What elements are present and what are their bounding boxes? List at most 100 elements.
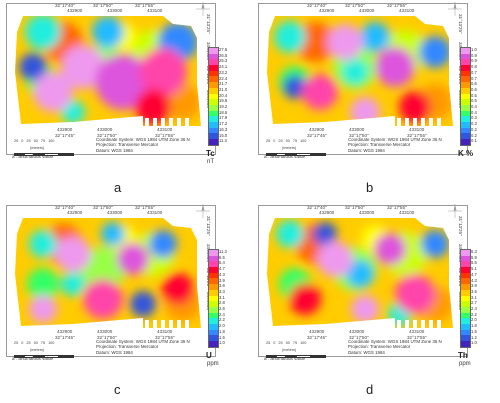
high-anomaly-zone bbox=[33, 72, 73, 112]
color-scale-label: 2.2 bbox=[219, 317, 225, 323]
scale-labels: 25 0 25 50 75 100 bbox=[14, 341, 74, 345]
color-scale-label: 0.7 bbox=[471, 75, 477, 81]
color-scale-bar bbox=[208, 249, 219, 348]
easting-tick: 433000 bbox=[359, 210, 375, 215]
latitude-tick: 31°13'20" bbox=[258, 68, 260, 88]
scale-label: 75 bbox=[292, 139, 298, 143]
high-anomaly-zone bbox=[317, 241, 353, 277]
easting-tick: 432900 bbox=[67, 8, 83, 13]
longitude-tick: 32°17'40" bbox=[307, 205, 327, 210]
panel-label: b bbox=[366, 180, 374, 195]
coordinate-info: Coordinate System: WGS 1984 UTM Zone 36 … bbox=[96, 137, 190, 153]
longitude-tick: 32°17'50" bbox=[93, 205, 113, 210]
anomalous-notch bbox=[397, 320, 401, 328]
color-scale-label: 2.4 bbox=[219, 311, 225, 317]
longitude-tick: 32°17'40" bbox=[307, 3, 327, 8]
scale-label: 100 bbox=[300, 139, 307, 143]
color-scale-swatch bbox=[461, 53, 470, 60]
anomalous-notch bbox=[397, 118, 401, 126]
scale-label: 25 bbox=[266, 139, 271, 143]
high-anomaly-zone bbox=[95, 54, 151, 110]
color-scale-swatch bbox=[461, 295, 470, 302]
scale-label: 0 bbox=[273, 341, 276, 345]
anomalous-notch bbox=[405, 320, 409, 328]
color-scale-swatch bbox=[209, 335, 218, 341]
high-anomaly-zone bbox=[139, 48, 187, 96]
low-anomaly-zone bbox=[19, 53, 47, 81]
low-anomaly-zone bbox=[360, 22, 390, 52]
color-scale-label: 25.3 bbox=[219, 58, 228, 64]
scale-label: 75 bbox=[40, 341, 46, 345]
color-scale-label: 24.1 bbox=[219, 64, 228, 70]
color-scale-swatch bbox=[209, 65, 218, 71]
high-anomaly-zone bbox=[55, 236, 91, 272]
low-anomaly-zone bbox=[421, 230, 449, 258]
color-scale-swatch bbox=[461, 76, 470, 83]
map-frame: 32°17'40" 32°17'50" 32°17'55" 432900 433000 4… bbox=[258, 3, 468, 155]
scale-segment bbox=[59, 355, 74, 358]
easting-tick: 433100 bbox=[157, 329, 173, 334]
unit-label: U bbox=[206, 351, 212, 360]
color-scale-swatch bbox=[461, 318, 470, 324]
longitude-tick: 32°17'55" bbox=[407, 133, 427, 138]
north-arrow-icon bbox=[448, 204, 462, 218]
latitude-tick: 3454400 bbox=[6, 96, 8, 114]
scale-segment bbox=[44, 355, 59, 358]
anomalous-notch bbox=[429, 320, 433, 328]
panel-label: a bbox=[114, 180, 122, 195]
color-scale-label: 17.2 bbox=[219, 121, 228, 127]
color-scale-swatch bbox=[461, 312, 470, 319]
color-scale-label: 0.3 bbox=[471, 121, 477, 127]
scale-bar-segments bbox=[266, 345, 326, 358]
longitude-tick: 32°17'50" bbox=[97, 133, 117, 138]
color-scale-swatch bbox=[461, 278, 470, 285]
color-scale-swatch bbox=[461, 110, 470, 117]
scale-segment bbox=[44, 153, 59, 156]
projection: Projection: Transverse Mercator bbox=[348, 344, 411, 350]
high-anomaly-zone bbox=[350, 97, 380, 126]
scale-bar: 25 0 25 50 75 100 (meters) bbox=[14, 139, 74, 156]
scale-label: 25 bbox=[14, 139, 19, 143]
color-scale-label: 0.6 bbox=[471, 86, 477, 92]
coord-system: Coordinate System: WGS 1984 UTM Zone 36 … bbox=[96, 339, 190, 344]
easting-tick: 433000 bbox=[97, 329, 113, 334]
color-scale-swatch bbox=[209, 329, 218, 336]
high-anomaly-zone bbox=[395, 274, 435, 314]
color-scale-swatch bbox=[209, 53, 218, 60]
scale-unit: (meters) bbox=[30, 348, 45, 352]
latitude-tick: 31°13'25" bbox=[206, 14, 211, 34]
scale-segment bbox=[276, 153, 286, 156]
color-scale-swatch bbox=[461, 93, 470, 100]
color-scale-label: 2.0 bbox=[471, 317, 477, 323]
anomaly-map bbox=[15, 16, 201, 126]
anomaly-map bbox=[15, 218, 201, 328]
scale-label: 25 bbox=[26, 341, 31, 345]
projection: Projection: Transverse Mercator bbox=[96, 344, 159, 350]
color-scale-swatch bbox=[209, 272, 218, 279]
coord-system: Coordinate System: WGS 1984 UTM Zone 36 … bbox=[348, 137, 442, 142]
color-scale-swatch bbox=[209, 267, 218, 273]
color-scale-swatch bbox=[209, 323, 218, 330]
coordinate-info: Coordinate System: WGS 1984 UTM Zone 36 … bbox=[348, 137, 442, 153]
low-anomaly-zone bbox=[346, 260, 374, 288]
unit-label: K % bbox=[458, 149, 474, 158]
latitude-tick: 31°13'20" bbox=[258, 18, 260, 38]
color-scale-label: 18.6 bbox=[219, 109, 228, 115]
color-scale-label: 2.7 bbox=[471, 300, 477, 306]
color-scale-swatch bbox=[209, 306, 218, 313]
color-scale-bar bbox=[460, 47, 471, 146]
easting-tick: 432900 bbox=[319, 210, 335, 215]
scale-label: 0 bbox=[21, 139, 24, 143]
low-anomaly-zone bbox=[419, 36, 451, 68]
color-scale-label: 3.9 bbox=[471, 283, 477, 289]
latitude-tick: 3454400 bbox=[258, 96, 260, 114]
color-scale-swatch bbox=[209, 284, 218, 290]
longitude-tick: 32°17'50" bbox=[345, 3, 365, 8]
color-scale-swatch bbox=[461, 127, 470, 134]
map-frame: 32°17'40" 32°17'50" 32°17'55" 432900 433000 4… bbox=[6, 3, 216, 155]
color-scale-label: 3.1 bbox=[219, 294, 225, 300]
scale-bar-segments bbox=[14, 345, 74, 358]
color-scale-swatch bbox=[461, 104, 470, 111]
color-scale-swatch bbox=[461, 48, 470, 54]
map-image bbox=[265, 214, 453, 328]
